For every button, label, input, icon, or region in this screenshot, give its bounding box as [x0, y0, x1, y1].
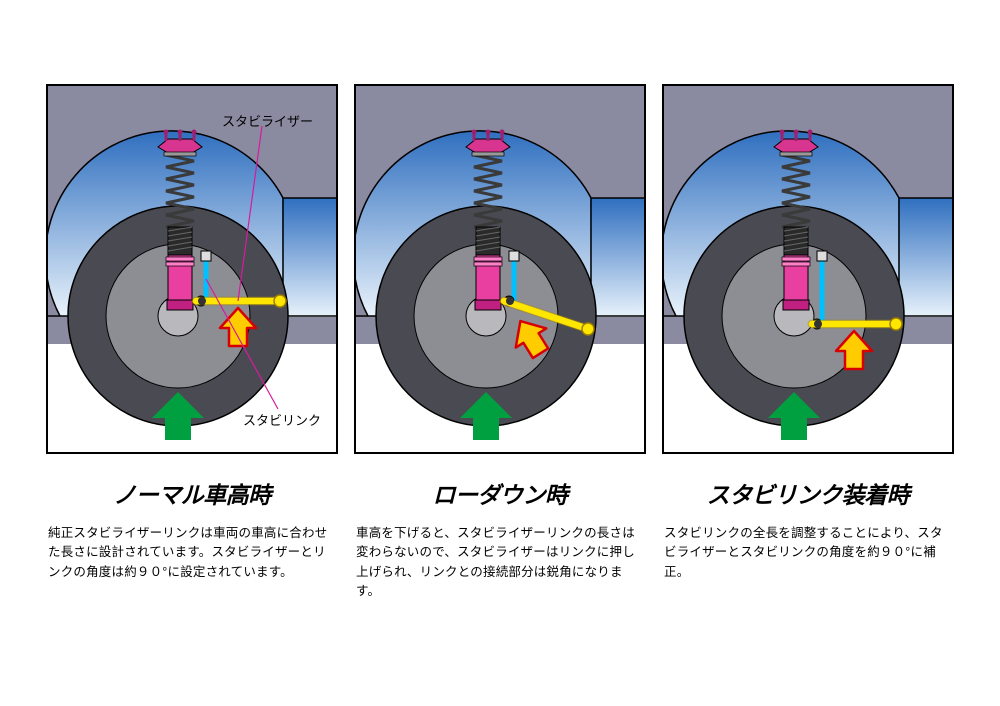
panel-0: スタビライザースタビリンクノーマル車高時純正スタビライザーリンクは車両の車高に合… — [46, 84, 338, 602]
panel-description: 車高を下げると、スタビライザーリンクの長さは変わらないので、スタビライザーはリン… — [354, 524, 646, 602]
panel-2: スタビリンク装着時スタビリンクの全長を調整することにより、スタビライザーとスタビ… — [662, 84, 954, 602]
diagram-2 — [662, 84, 954, 454]
diagram-1 — [354, 84, 646, 454]
panel-title: スタビリンク装着時 — [662, 476, 954, 510]
diagram-0: スタビライザースタビリンク — [46, 84, 338, 454]
panel-1: ローダウン時車高を下げると、スタビライザーリンクの長さは変わらないので、スタビラ… — [354, 84, 646, 602]
panel-title: ノーマル車高時 — [46, 476, 338, 510]
panel-title: ローダウン時 — [354, 476, 646, 510]
panel-description: 純正スタビライザーリンクは車両の車高に合わせた長さに設計されています。スタビライ… — [46, 524, 338, 582]
callout-label: スタビライザー — [222, 111, 313, 130]
callout-label: スタビリンク — [243, 410, 321, 429]
panel-description: スタビリンクの全長を調整することにより、スタビライザーとスタビリンクの角度を約９… — [662, 524, 954, 582]
